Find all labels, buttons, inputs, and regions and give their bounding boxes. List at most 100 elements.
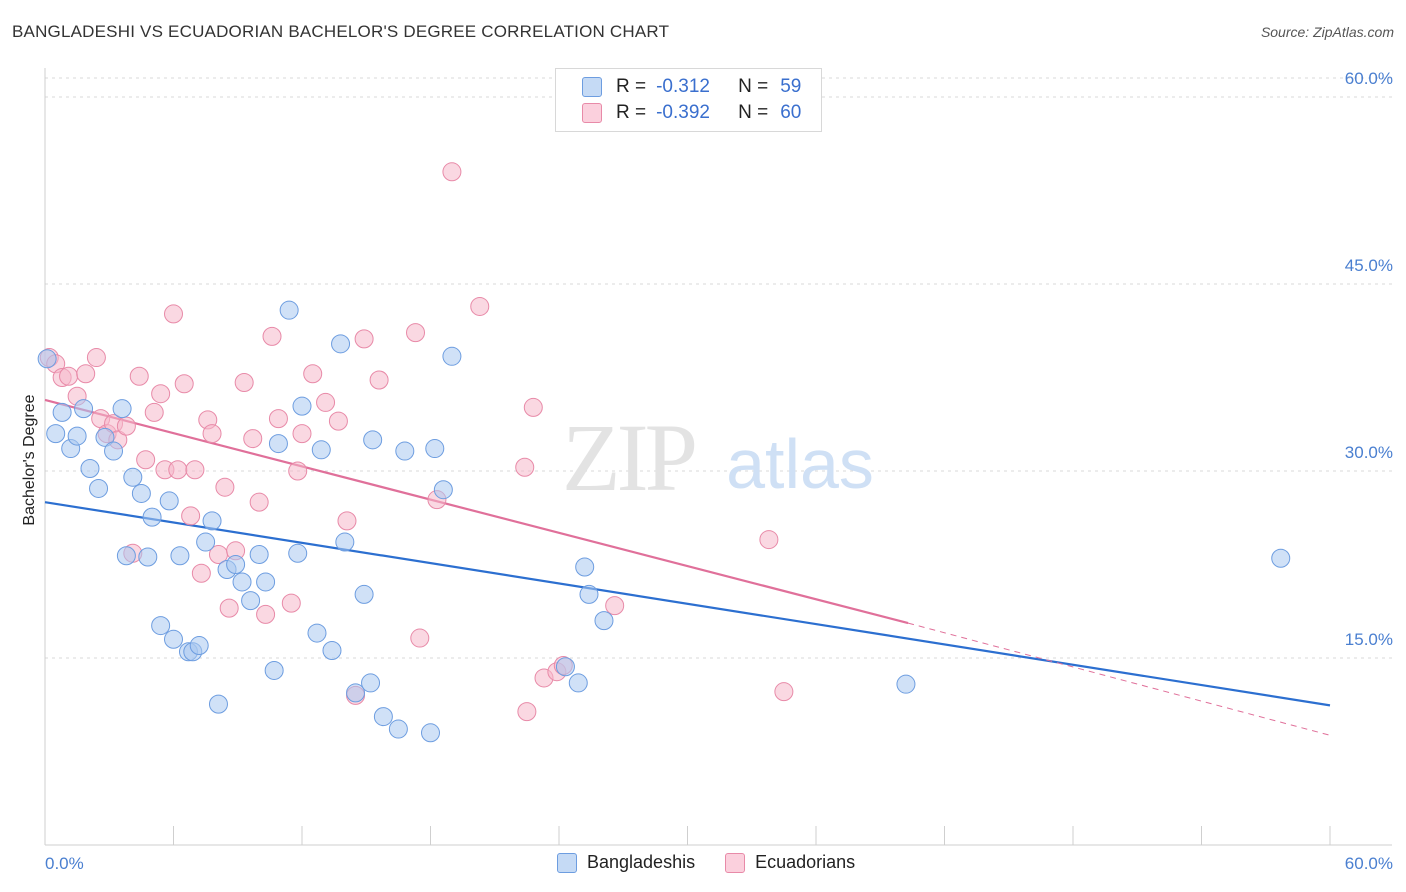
grid-lines xyxy=(45,77,1392,659)
point-ecuadorian xyxy=(144,402,164,422)
point-ecuadorian xyxy=(181,506,201,526)
trend-line-ecuadorians-extrapolated xyxy=(907,622,1331,736)
point-bangladeshi xyxy=(196,532,216,552)
point-ecuadorian xyxy=(185,460,205,480)
chart-title: BANGLADESHI VS ECUADORIAN BACHELOR'S DEG… xyxy=(12,22,670,41)
x-tick-label-max: 60.0% xyxy=(1345,854,1393,873)
point-bangladeshi xyxy=(138,547,158,567)
bottom-legend-label: Bangladeshis xyxy=(587,852,696,872)
point-bangladeshi xyxy=(425,439,445,459)
y-tick-label: 15.0% xyxy=(1345,630,1393,649)
point-bangladeshi xyxy=(95,427,115,447)
point-ecuadorian xyxy=(410,628,430,648)
point-ecuadorian xyxy=(59,366,79,386)
point-ecuadorian xyxy=(288,461,308,481)
legend-swatch-blue xyxy=(582,77,602,97)
point-ecuadorian xyxy=(168,460,188,480)
legend-r-label: R = xyxy=(616,102,647,123)
point-ecuadorian xyxy=(256,604,276,624)
point-ecuadorian xyxy=(515,457,535,477)
trend-lines xyxy=(44,398,1331,736)
point-bangladeshi xyxy=(575,557,595,577)
point-ecuadorian xyxy=(369,370,389,390)
legend-r-value: -0.392 xyxy=(656,102,710,123)
legend-row-bangladeshis: R = -0.312 N = 59 xyxy=(582,75,801,99)
point-ecuadorian xyxy=(234,372,254,392)
point-ecuadorian xyxy=(517,702,537,722)
point-bangladeshi xyxy=(170,546,190,566)
point-ecuadorian xyxy=(202,424,222,444)
point-bangladeshi xyxy=(555,657,575,677)
tick-labels: 15.0% 30.0% 45.0% 60.0% 0.0% 60.0% xyxy=(45,69,1393,873)
x-tick-label-min: 0.0% xyxy=(45,854,84,873)
point-bangladeshi xyxy=(1271,548,1291,568)
point-bangladeshi xyxy=(373,707,393,727)
point-bangladeshi xyxy=(395,441,415,461)
point-bangladeshi xyxy=(241,591,261,611)
point-bangladeshi xyxy=(292,396,312,416)
point-ecuadorian xyxy=(337,511,357,531)
bottom-swatch-blue xyxy=(557,852,577,873)
point-bangladeshi xyxy=(442,346,462,366)
point-bangladeshi xyxy=(363,430,383,450)
point-bangladeshi xyxy=(74,399,94,419)
point-ecuadorian xyxy=(151,384,171,404)
point-ecuadorian xyxy=(316,392,336,412)
point-bangladeshi xyxy=(164,629,183,649)
point-bangladeshi xyxy=(202,511,222,531)
point-bangladeshi xyxy=(433,480,453,500)
point-ecuadorian xyxy=(268,409,288,429)
point-bangladeshi xyxy=(594,611,614,631)
point-ecuadorian xyxy=(86,348,106,368)
legend-r-value: -0.312 xyxy=(656,76,710,97)
point-ecuadorian xyxy=(303,364,323,384)
axes xyxy=(44,68,1392,846)
point-bangladeshi xyxy=(421,723,440,743)
point-bangladeshi xyxy=(331,334,351,354)
point-bangladeshi xyxy=(307,623,327,643)
point-ecuadorian xyxy=(76,364,96,384)
bottom-legend-ecuadorians: Ecuadorians xyxy=(725,852,855,873)
point-bangladeshi xyxy=(256,572,276,592)
point-bangladeshi xyxy=(346,683,366,703)
point-ecuadorian xyxy=(354,329,374,349)
point-ecuadorian xyxy=(774,682,794,702)
point-bangladeshi xyxy=(354,584,374,604)
point-ecuadorian xyxy=(191,563,211,583)
watermark-zip: ZIP xyxy=(562,404,695,511)
point-ecuadorian xyxy=(605,596,625,616)
point-bangladeshi xyxy=(80,459,100,479)
point-bangladeshi xyxy=(116,546,136,566)
point-ecuadorian xyxy=(262,326,282,346)
point-bangladeshi xyxy=(232,572,252,592)
y-tick-label: 45.0% xyxy=(1345,256,1393,275)
point-ecuadorian xyxy=(523,397,543,417)
point-bangladeshi xyxy=(112,399,132,419)
point-ecuadorian xyxy=(219,598,239,618)
point-bangladeshi xyxy=(896,674,916,694)
point-bangladeshi xyxy=(131,483,151,503)
point-bangladeshi xyxy=(264,660,284,680)
legend-n-value: 59 xyxy=(780,76,802,97)
trend-line-bangladeshis xyxy=(44,501,1331,707)
point-bangladeshi xyxy=(151,616,171,636)
point-bangladeshi xyxy=(361,673,381,693)
legend-swatch-pink xyxy=(582,103,602,123)
point-bangladeshi xyxy=(142,507,162,527)
y-axis-label: Bachelor's Degree xyxy=(21,394,38,525)
legend-n-value: 60 xyxy=(780,102,802,123)
point-ecuadorian xyxy=(116,416,136,436)
point-ecuadorian xyxy=(174,374,194,394)
point-bangladeshi xyxy=(123,467,143,487)
point-ecuadorian xyxy=(249,492,269,512)
point-bangladeshi xyxy=(311,440,331,460)
point-ecuadorian xyxy=(136,450,156,470)
bottom-legend-bangladeshis: Bangladeshis xyxy=(557,852,695,873)
point-bangladeshi xyxy=(67,426,87,446)
point-bangladeshi xyxy=(322,641,342,661)
bottom-legend: Bangladeshis Ecuadorians xyxy=(557,852,885,873)
point-bangladeshi xyxy=(189,636,209,656)
point-bangladeshi xyxy=(208,694,228,714)
point-ecuadorian xyxy=(759,530,779,550)
